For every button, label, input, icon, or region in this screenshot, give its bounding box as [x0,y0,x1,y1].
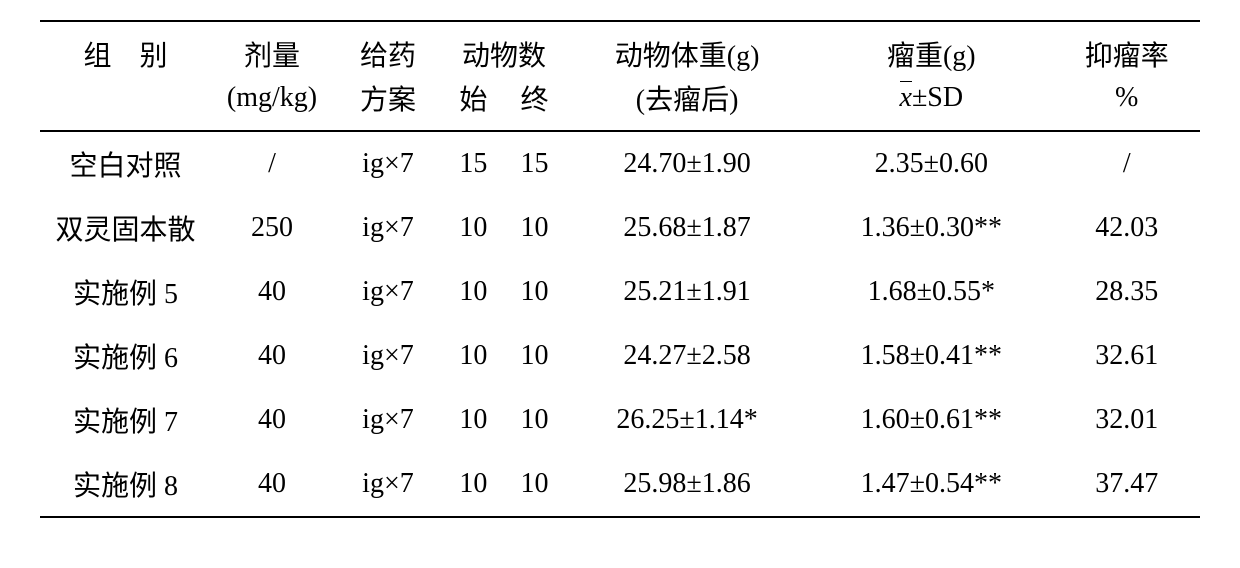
th-group: 组 别 [40,21,211,76]
td-group: 实施例 7 [40,388,211,452]
td-nend: 10 [504,324,565,388]
td-nend: 10 [504,452,565,517]
td-tumorweight: 1.68±0.55* [809,260,1053,324]
td-nstart: 10 [443,452,504,517]
td-tumorweight: 2.35±0.60 [809,131,1053,196]
table-row: 实施例 640ig×7101024.27±2.581.58±0.41**32.6… [40,324,1200,388]
td-bodyweight: 25.98±1.86 [565,452,809,517]
td-group: 空白对照 [40,131,211,196]
td-nend: 10 [504,260,565,324]
th-scheme: 给药 [333,21,443,76]
td-scheme: ig×7 [333,260,443,324]
table-row: 实施例 840ig×7101025.98±1.861.47±0.54**37.4… [40,452,1200,517]
td-scheme: ig×7 [333,388,443,452]
td-nstart: 10 [443,324,504,388]
th-bodyweight-2: (去瘤后) [565,76,809,131]
td-nstart: 10 [443,388,504,452]
th-tumorweight-2: x±SD [809,76,1053,131]
table-row: 实施例 540ig×7101025.21±1.911.68±0.55*28.35 [40,260,1200,324]
table-row: 双灵固本散250ig×7101025.68±1.871.36±0.30**42.… [40,196,1200,260]
th-scheme-2: 方案 [333,76,443,131]
td-tumorweight: 1.47±0.54** [809,452,1053,517]
td-nend: 15 [504,131,565,196]
td-dose: 40 [211,388,333,452]
td-group: 实施例 6 [40,324,211,388]
td-dose: 40 [211,452,333,517]
th-dose-2: (mg/kg) [211,76,333,131]
td-tumorweight: 1.60±0.61** [809,388,1053,452]
td-inhib: 42.03 [1053,196,1200,260]
td-nend: 10 [504,196,565,260]
td-inhib: / [1053,131,1200,196]
th-dose: 剂量 [211,21,333,76]
td-scheme: ig×7 [333,324,443,388]
td-tumorweight: 1.36±0.30** [809,196,1053,260]
data-table: 组 别 剂量 给药 动物数 动物体重(g) 瘤重(g) 抑瘤率 (mg/kg) … [40,20,1200,518]
td-nstart: 10 [443,196,504,260]
table-row: 实施例 740ig×7101026.25±1.14*1.60±0.61**32.… [40,388,1200,452]
th-animals-start: 始 [443,76,504,131]
td-scheme: ig×7 [333,131,443,196]
td-inhib: 32.61 [1053,324,1200,388]
td-tumorweight: 1.58±0.41** [809,324,1053,388]
td-nend: 10 [504,388,565,452]
td-bodyweight: 24.70±1.90 [565,131,809,196]
td-group: 实施例 8 [40,452,211,517]
td-bodyweight: 25.68±1.87 [565,196,809,260]
th-animals: 动物数 [443,21,565,76]
td-nstart: 10 [443,260,504,324]
th-bodyweight: 动物体重(g) [565,21,809,76]
td-dose: 40 [211,324,333,388]
td-inhib: 28.35 [1053,260,1200,324]
td-group: 实施例 5 [40,260,211,324]
th-inhib-2: % [1053,76,1200,131]
th-group-2 [40,76,211,131]
td-bodyweight: 24.27±2.58 [565,324,809,388]
td-inhib: 32.01 [1053,388,1200,452]
td-group: 双灵固本散 [40,196,211,260]
td-dose: 40 [211,260,333,324]
td-scheme: ig×7 [333,196,443,260]
td-scheme: ig×7 [333,452,443,517]
table-row: 空白对照/ig×7151524.70±1.902.35±0.60/ [40,131,1200,196]
th-tumorweight: 瘤重(g) [809,21,1053,76]
td-bodyweight: 26.25±1.14* [565,388,809,452]
th-inhib: 抑瘤率 [1053,21,1200,76]
td-dose: 250 [211,196,333,260]
td-dose: / [211,131,333,196]
td-inhib: 37.47 [1053,452,1200,517]
th-animals-end: 终 [504,76,565,131]
td-nstart: 15 [443,131,504,196]
table-body: 空白对照/ig×7151524.70±1.902.35±0.60/双灵固本散25… [40,131,1200,517]
td-bodyweight: 25.21±1.91 [565,260,809,324]
